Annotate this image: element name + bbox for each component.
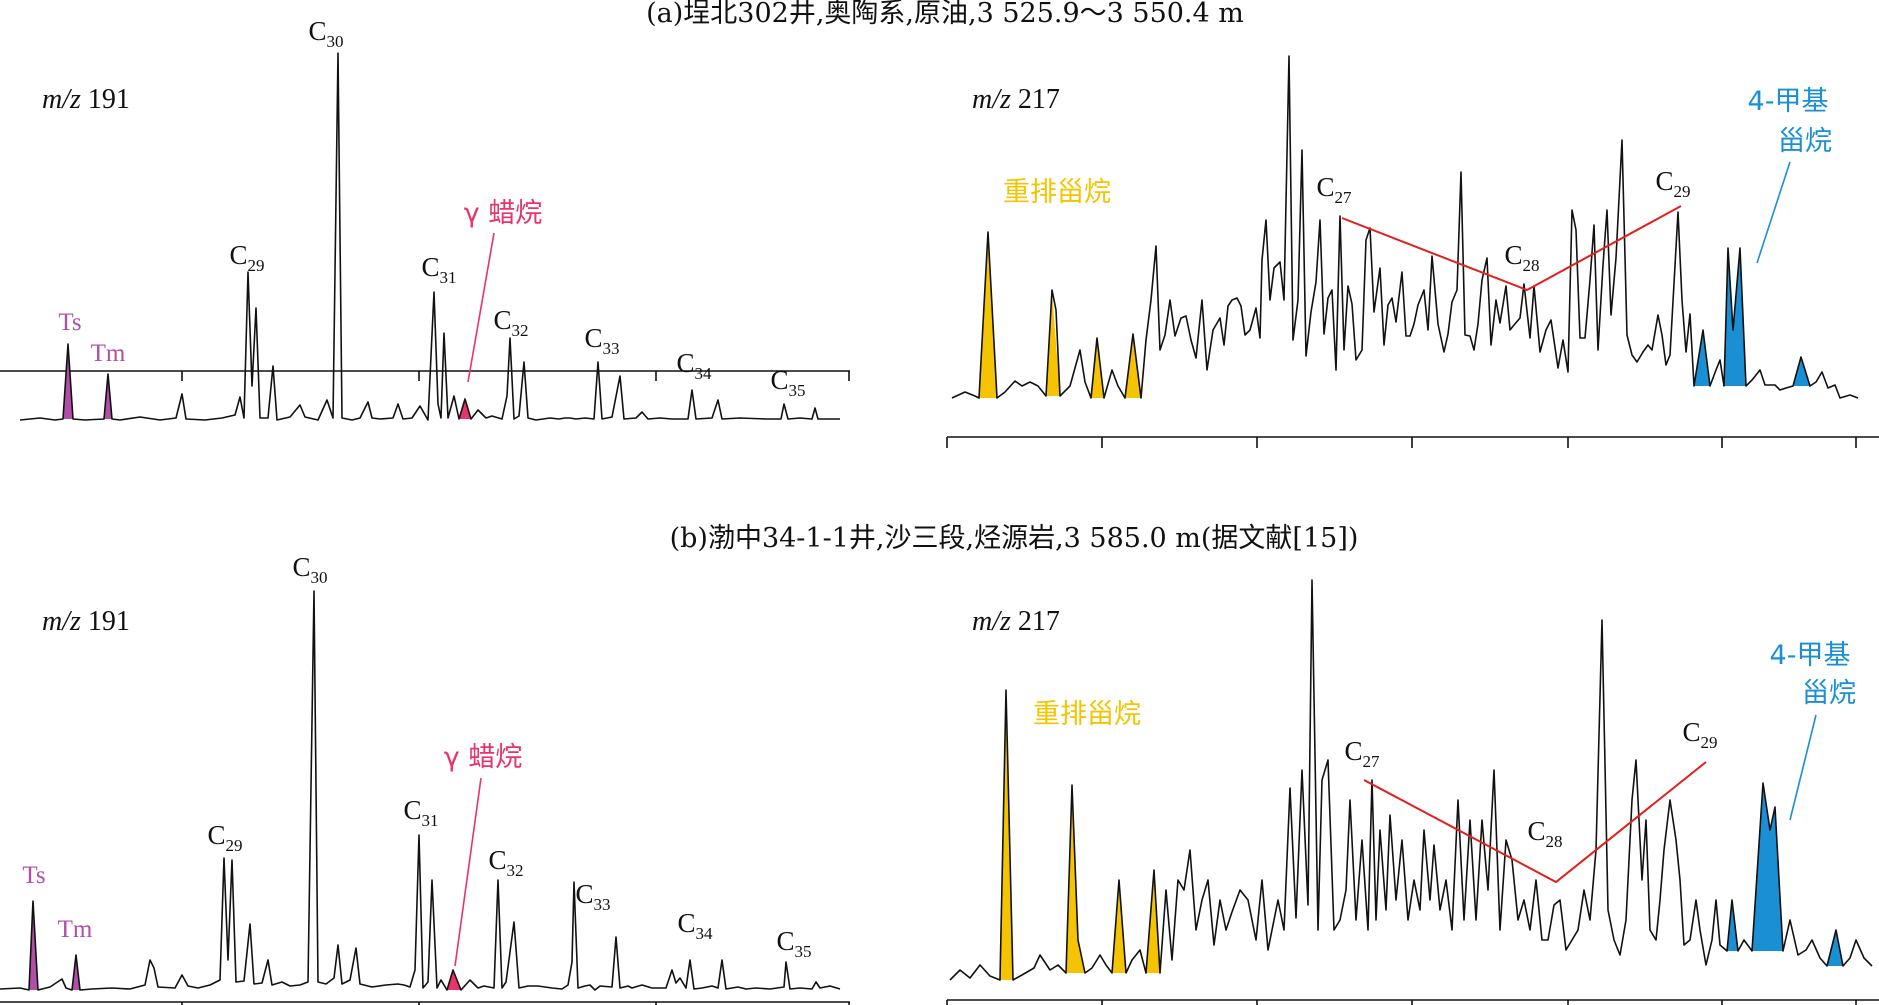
peak-label-c31: C31 (421, 252, 456, 287)
panel-a-mz217: m/z 217 C27 C28 C29 重排甾烷 4-甲基 甾烷 (946, 55, 1879, 448)
gammacerane-leader (467, 232, 495, 383)
ts-label: Ts (22, 862, 45, 889)
peak-label-c35: C35 (770, 365, 805, 400)
mz-label: m/z 191 (42, 84, 130, 115)
mz191-trace-b (0, 590, 841, 991)
mz-prefix: m/z (42, 84, 81, 115)
peak-label-c32: C32 (488, 845, 523, 880)
mz-prefix: m/z (972, 606, 1011, 637)
peak-label-c34: C34 (676, 348, 712, 383)
methylsteranes-leader (1789, 714, 1817, 821)
ts-peak-fill (63, 344, 73, 419)
peak-label-c28: C28 (1504, 240, 1539, 275)
peak-label-c33: C33 (575, 879, 610, 914)
peak-label-c31: C31 (403, 795, 438, 830)
methylsteranes-label-line1: 4-甲基 (1770, 640, 1851, 671)
methylsteranes-label-line2: 甾烷 (1802, 678, 1856, 709)
diasteranes-label: 重排甾烷 (1033, 699, 1141, 730)
peak-label-c28: C28 (1527, 816, 1562, 851)
panel-b-mz191: m/z 191 C29 C30 C31 C32 C33 C34 C35 Ts T… (0, 552, 850, 1005)
mz-prefix: m/z (972, 84, 1011, 115)
mz-value: 191 (88, 606, 130, 637)
methylsterane-fills (1694, 248, 1810, 386)
peak-label-c29: C29 (229, 240, 264, 275)
methylsteranes-label-line1: 4-甲基 (1748, 86, 1829, 117)
x-axis (0, 1001, 850, 1005)
x-axis (946, 436, 1879, 448)
peak-label-c27: C27 (1316, 172, 1352, 207)
mz-label: m/z 191 (42, 606, 130, 637)
peak-label-c30: C30 (308, 16, 343, 51)
gammacerane-leader (454, 777, 482, 967)
diasterane-fills (1000, 690, 1160, 980)
panel-a: (a)埕北302井,奥陶系,原油,3 525.9～3 550.4 m m/z 1… (0, 0, 1879, 448)
peak-label-c33: C33 (584, 323, 619, 358)
mz-value: 217 (1018, 606, 1060, 637)
peak-label-c32: C32 (493, 305, 528, 340)
tm-peak-fill (72, 955, 80, 990)
sterane-v-line (1341, 205, 1682, 292)
gammacerane-label: γ 蜡烷 (464, 198, 543, 229)
mz-label: m/z 217 (972, 84, 1060, 115)
tm-label: Tm (91, 340, 126, 367)
panel-b-title: (b)渤中34-1-1井,沙三段,烃源岩,3 585.0 m(据文献[15]) (670, 523, 1359, 554)
sterane-v-line (1363, 761, 1707, 884)
panel-b-mz217: m/z 217 C27 C28 C29 重排甾烷 4-甲基 甾烷 (946, 579, 1879, 1005)
peak-label-c27: C27 (1344, 736, 1380, 771)
mz-label: m/z 217 (972, 606, 1060, 637)
x-axis (946, 999, 1879, 1005)
panel-b: (b)渤中34-1-1井,沙三段,烃源岩,3 585.0 m(据文献[15]) … (0, 523, 1879, 1005)
ts-label: Ts (58, 309, 81, 336)
peak-label-c29: C29 (207, 820, 242, 855)
mz217-trace-b (949, 579, 1873, 981)
methylsteranes-leader (1756, 161, 1791, 264)
mz-value: 191 (88, 84, 130, 115)
ts-peak-fill (29, 901, 38, 990)
gammacerane-peak-fill (459, 399, 471, 419)
mz191-trace-a (19, 52, 840, 421)
peak-label-c29: C29 (1682, 717, 1717, 752)
peak-label-c34: C34 (677, 908, 713, 943)
mz217-trace-a (951, 55, 1859, 399)
peak-label-c30: C30 (292, 552, 327, 587)
diasteranes-label: 重排甾烷 (1003, 177, 1111, 208)
mz-value: 217 (1018, 84, 1060, 115)
methylsteranes-label-line2: 甾烷 (1778, 126, 1832, 157)
peak-label-c29: C29 (1655, 166, 1690, 201)
panel-a-title: (a)埕北302井,奥陶系,原油,3 525.9～3 550.4 m (646, 0, 1244, 29)
peak-label-c35: C35 (776, 926, 811, 961)
panel-a-mz191: m/z 191 C29 C30 C31 C32 C33 C34 C35 Ts T… (0, 16, 850, 421)
diasterane-fills (979, 232, 1141, 398)
gammacerane-label: γ 蜡烷 (444, 742, 523, 773)
tm-label: Tm (58, 916, 93, 943)
gammacerane-peak-fill (447, 970, 461, 990)
mz-prefix: m/z (42, 606, 81, 637)
x-axis (0, 370, 850, 381)
tm-peak-fill (104, 374, 112, 419)
